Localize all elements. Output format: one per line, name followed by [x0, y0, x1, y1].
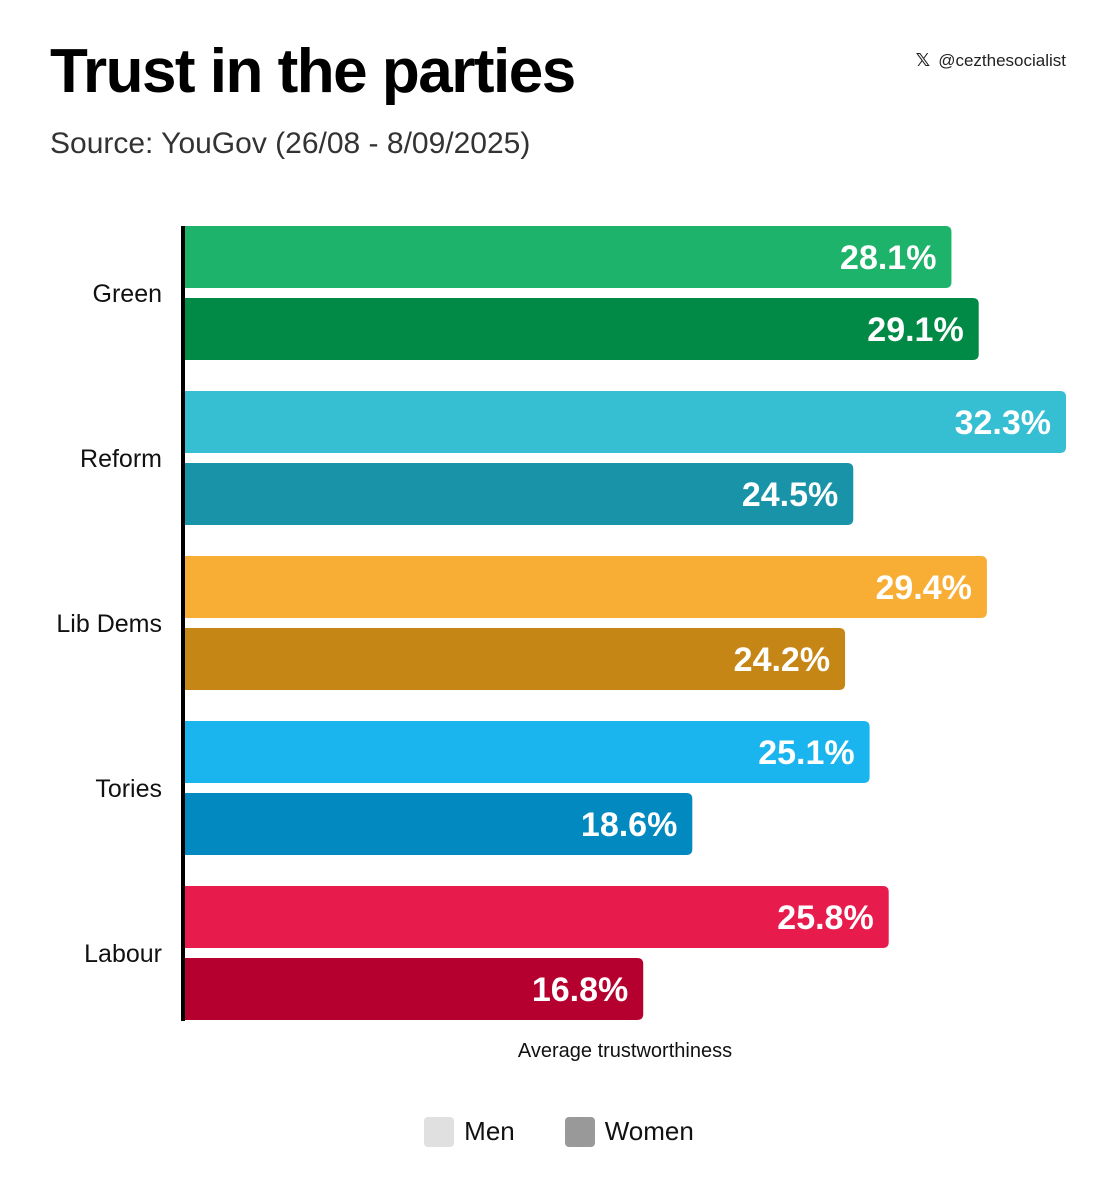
category-label-tories: Tories [95, 775, 162, 803]
category-label-labour: Labour [84, 940, 162, 968]
legend: Men Women [0, 1116, 1118, 1147]
bar-label-green-women: 29.1% [867, 311, 963, 349]
legend-item-women: Women [564, 1116, 694, 1147]
chart-title: Trust in the parties [50, 37, 576, 106]
chart-subtitle: Source: YouGov (26/08 - 8/09/2025) [50, 127, 531, 160]
legend-swatch-women [564, 1116, 595, 1147]
category-label-green: Green [93, 280, 162, 308]
bar-reform-women [185, 463, 854, 525]
legend-label-women: Women [604, 1116, 694, 1146]
bar-green-men [185, 226, 952, 288]
author-handle[interactable]: 𝕏 @cezthesocialist [916, 50, 1066, 71]
bar-tories-women [185, 793, 693, 855]
bar-label-green-men: 28.1% [840, 239, 936, 277]
legend-swatch-men [424, 1116, 455, 1147]
bar-label-reform-women: 24.5% [742, 476, 838, 514]
bar-reform-men [185, 391, 1066, 453]
bar-lib-dems-women [185, 628, 846, 690]
legend-label-men: Men [464, 1116, 515, 1146]
bar-label-lib-dems-men: 29.4% [875, 569, 971, 607]
bar-tories-men [185, 721, 870, 783]
category-label-lib-dems: Lib Dems [56, 610, 162, 638]
x-logo-icon: 𝕏 [915, 50, 931, 70]
bar-label-reform-men: 32.3% [955, 404, 1051, 442]
handle-text: @cezthesocialist [938, 50, 1066, 70]
bar-labour-women [185, 958, 644, 1020]
bar-lib-dems-men [185, 556, 987, 618]
bar-chart: 28.1% 29.1% Green 32.3% 24.5% Reform 29.4% 24.2… [56, 226, 1066, 1021]
bar-label-tories-men: 25.1% [758, 734, 854, 772]
bar-green-women [185, 298, 979, 360]
bar-label-labour-women: 16.8% [532, 971, 628, 1009]
bar-labour-men [185, 886, 889, 948]
legend-item-men: Men [424, 1116, 515, 1147]
x-axis-label: Average trustworthiness [517, 1040, 733, 1062]
category-label-reform: Reform [80, 445, 162, 473]
bar-label-tories-women: 18.6% [581, 806, 677, 844]
bar-label-labour-men: 25.8% [777, 899, 873, 937]
bar-label-lib-dems-women: 24.2% [734, 641, 830, 679]
